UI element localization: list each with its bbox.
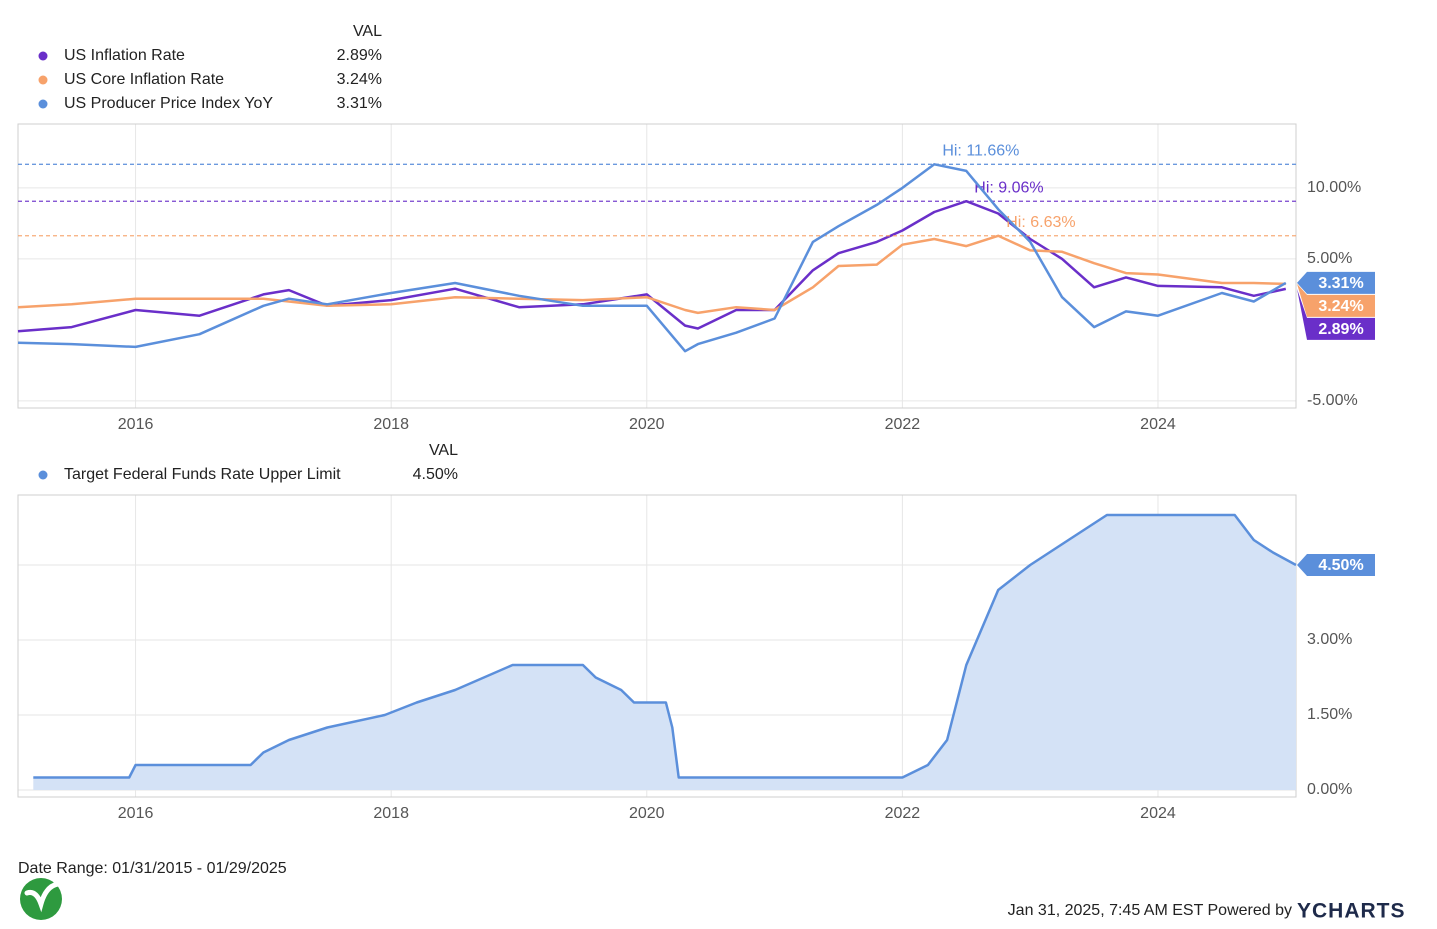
value-badge-label: 2.89% <box>1318 321 1363 338</box>
legend-dot <box>38 51 48 61</box>
x-tick-label: 2020 <box>629 416 665 433</box>
area-fill <box>33 515 1296 790</box>
legend-label: US Inflation Rate <box>64 47 185 64</box>
y-tick-label: 5.00% <box>1307 250 1352 267</box>
hi-label: Hi: 6.63% <box>1006 214 1075 231</box>
x-tick-label: 2020 <box>629 805 665 822</box>
legend-header: VAL <box>429 442 458 459</box>
y-tick-label: -5.00% <box>1307 392 1358 409</box>
value-badge <box>1297 283 1375 317</box>
series-line <box>17 234 1286 315</box>
x-tick-label: 2022 <box>885 416 921 433</box>
value-badge <box>1297 554 1375 576</box>
legend-label: US Producer Price Index YoY <box>64 95 273 112</box>
legend-label: Target Federal Funds Rate Upper Limit <box>64 466 341 483</box>
hi-label: Hi: 9.06% <box>974 179 1043 196</box>
y-tick-label: 0.00% <box>1307 781 1352 798</box>
x-tick-label: 2016 <box>118 805 154 822</box>
value-badge <box>1297 288 1375 340</box>
y-tick-label: 3.00% <box>1307 631 1352 648</box>
timestamp: Jan 31, 2025, 7:45 AM EST Powered by <box>1008 902 1292 919</box>
y-tick-label: 1.50% <box>1307 706 1352 723</box>
legend-dot <box>38 75 48 85</box>
brand: YCHARTS <box>1297 900 1406 923</box>
x-tick-label: 2018 <box>373 805 409 822</box>
legend-dot <box>38 470 48 480</box>
x-tick-label: 2018 <box>373 416 409 433</box>
value-badge-label: 4.50% <box>1318 557 1363 574</box>
legend-value: 3.31% <box>337 95 382 112</box>
x-tick-label: 2016 <box>118 416 154 433</box>
legend-header: VAL <box>353 23 382 40</box>
plot-frame <box>17 123 1297 409</box>
x-tick-label: 2022 <box>885 805 921 822</box>
value-badge-label: 3.31% <box>1318 275 1363 292</box>
legend-value: 4.50% <box>413 466 458 483</box>
legend-dot <box>38 99 48 109</box>
value-badge-label: 3.24% <box>1318 298 1363 315</box>
legend-label: US Core Inflation Rate <box>64 71 224 88</box>
x-tick-label: 2024 <box>1140 416 1176 433</box>
series-line <box>33 513 1297 779</box>
hi-label: Hi: 11.66% <box>942 143 1019 160</box>
legend-value: 2.89% <box>337 47 382 64</box>
date-range: Date Range: 01/31/2015 - 01/29/2025 <box>18 860 287 877</box>
legend-value: 3.24% <box>337 71 382 88</box>
series-line <box>17 163 1287 353</box>
y-tick-label: 10.00% <box>1307 179 1361 196</box>
logo <box>20 878 62 920</box>
x-tick-label: 2024 <box>1140 805 1176 822</box>
value-badge <box>1297 271 1375 294</box>
